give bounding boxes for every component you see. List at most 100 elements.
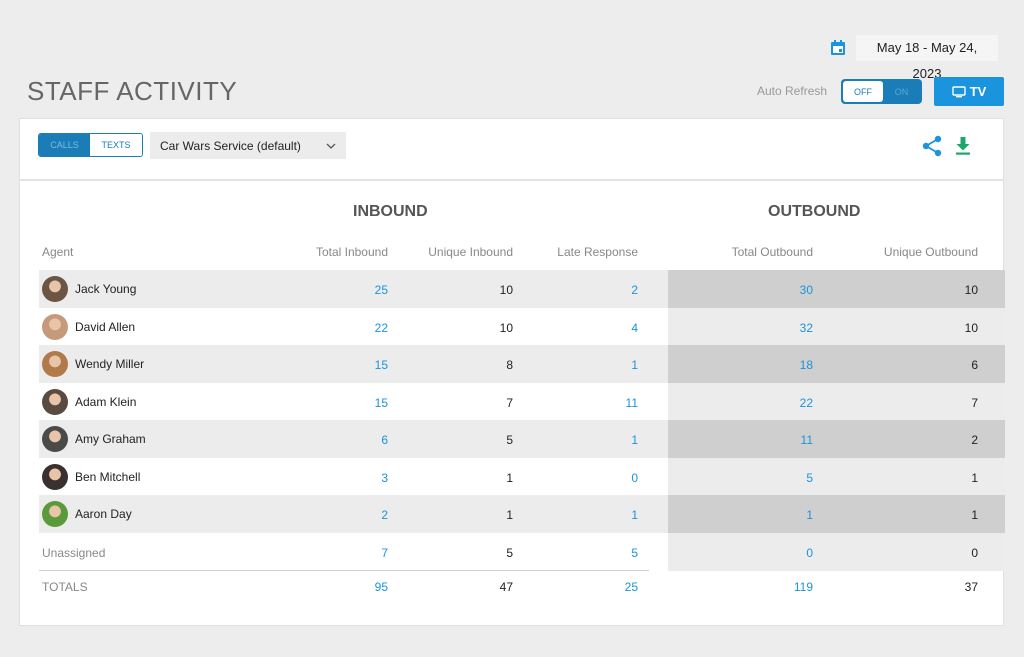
cell-unique-outbound: 6 <box>971 358 978 372</box>
cell-unique-outbound: 10 <box>964 320 978 335</box>
agent-cell: Amy Graham <box>42 426 146 452</box>
avatar <box>42 351 68 377</box>
cell-unique-inbound: 5 <box>506 433 513 447</box>
share-icon[interactable] <box>922 135 942 157</box>
staff-activity-card: CALLS TEXTS Car Wars Service (default) I… <box>19 118 1005 626</box>
agent-cell: Wendy Miller <box>42 351 144 377</box>
table-row[interactable] <box>39 270 1005 308</box>
cell-late-response[interactable]: 1 <box>631 358 638 372</box>
cell-total-inbound[interactable]: 15 <box>374 395 388 410</box>
cell-total-outbound[interactable]: 22 <box>799 395 813 410</box>
agent-cell: Adam Klein <box>42 388 137 415</box>
avatar <box>42 388 68 415</box>
col-unique-outbound[interactable]: Unique Outbound <box>883 245 978 259</box>
avatar <box>42 463 68 490</box>
agent-name: David Allen <box>75 319 136 334</box>
service-select-value: Car Wars Service (default) <box>160 138 301 153</box>
col-total-outbound[interactable]: Total Outbound <box>731 245 813 259</box>
cell-unique-outbound: 7 <box>971 395 978 410</box>
cell-total-inbound[interactable]: 2 <box>381 508 388 522</box>
agent-cell: David Allen <box>42 313 136 340</box>
outbound-shade <box>668 457 1005 496</box>
cell-unique-inbound: 10 <box>499 283 513 297</box>
outbound-shade <box>668 270 1005 308</box>
col-late-response[interactable]: Late Response <box>557 245 638 259</box>
cell-total-inbound[interactable]: 25 <box>374 283 388 297</box>
cell-total-inbound[interactable]: 3 <box>381 470 388 485</box>
table-row[interactable] <box>39 495 1005 533</box>
agent-name: Jack Young <box>75 282 137 296</box>
cell-late-response[interactable]: 1 <box>631 508 638 522</box>
calendar-icon <box>831 40 845 55</box>
cell-unique-outbound: 1 <box>971 508 978 522</box>
cell-total-outbound[interactable]: 5 <box>806 470 813 485</box>
outbound-shade <box>668 307 1005 346</box>
toggle-on[interactable]: ON <box>894 86 909 97</box>
calls-texts-switch[interactable]: CALLS TEXTS <box>38 133 143 157</box>
inbound-header: INBOUND <box>353 203 428 220</box>
agent-cell: Ben Mitchell <box>42 463 141 490</box>
cell-total-outbound[interactable]: 30 <box>799 283 813 297</box>
cell-total-inbound[interactable]: 95 <box>374 580 388 594</box>
auto-refresh-toggle[interactable]: OFF ON <box>841 79 922 104</box>
cell-late-response[interactable]: 4 <box>631 320 638 335</box>
calls-tab[interactable]: CALLS <box>39 134 90 156</box>
col-total-inbound[interactable]: Total Inbound <box>315 245 388 259</box>
page-title: STAFF ACTIVITY <box>27 76 238 106</box>
cell-total-outbound[interactable]: 18 <box>799 358 813 372</box>
outbound-header: OUTBOUND <box>768 203 861 220</box>
cell-total-outbound[interactable]: 32 <box>799 320 813 335</box>
avatar <box>42 313 68 340</box>
totals-label: TOTALS <box>42 580 88 594</box>
chevron-down-icon <box>326 143 336 149</box>
cell-unique-inbound: 47 <box>499 580 513 594</box>
date-range-picker[interactable]: May 18 - May 24, 2023 <box>830 35 998 81</box>
toggle-off[interactable]: OFF <box>843 81 883 102</box>
download-icon[interactable] <box>955 137 971 155</box>
card-toolbar: CALLS TEXTS Car Wars Service (default) <box>20 119 1003 181</box>
date-range-text[interactable]: May 18 - May 24, 2023 <box>856 35 998 81</box>
unassigned-label: Unassigned <box>42 545 106 560</box>
table-row[interactable] <box>39 382 1005 421</box>
unassigned-row[interactable] <box>39 532 1005 571</box>
tv-icon <box>951 85 966 97</box>
totals-divider <box>39 570 649 571</box>
agent-name: Wendy Miller <box>75 357 145 371</box>
cell-late-response[interactable]: 11 <box>625 395 638 410</box>
agent-name: Aaron Day <box>75 507 132 521</box>
cell-total-outbound[interactable]: 11 <box>800 433 813 447</box>
agent-name: Ben Mitchell <box>75 469 141 484</box>
cell-total-inbound[interactable]: 22 <box>374 320 388 335</box>
cell-unique-outbound: 1 <box>971 470 978 485</box>
cell-total-outbound[interactable]: 0 <box>806 545 813 560</box>
cell-unique-outbound: 37 <box>964 580 978 594</box>
agent-name: Adam Klein <box>75 394 137 409</box>
service-select[interactable]: Car Wars Service (default) <box>150 132 346 159</box>
table-row[interactable] <box>39 420 1005 458</box>
cell-unique-inbound: 8 <box>506 358 513 372</box>
outbound-shade <box>668 382 1005 421</box>
cell-total-inbound[interactable]: 15 <box>374 358 388 372</box>
cell-unique-inbound: 1 <box>506 508 513 522</box>
cell-late-response[interactable]: 5 <box>631 545 638 560</box>
table-row[interactable] <box>39 307 1005 346</box>
cell-total-outbound[interactable]: 1 <box>806 508 813 522</box>
cell-late-response[interactable]: 0 <box>631 470 638 485</box>
agent-name: Amy Graham <box>75 432 146 446</box>
cell-unique-outbound: 10 <box>964 283 978 297</box>
table-row[interactable] <box>39 457 1005 496</box>
table-row[interactable] <box>39 345 1005 383</box>
cell-late-response[interactable]: 25 <box>624 580 638 594</box>
cell-total-inbound[interactable]: 6 <box>381 433 388 447</box>
texts-tab[interactable]: TEXTS <box>90 134 142 156</box>
cell-unique-inbound: 10 <box>499 320 513 335</box>
agent-cell: Jack Young <box>42 276 136 302</box>
avatar <box>42 276 68 302</box>
cell-late-response[interactable]: 2 <box>631 283 638 297</box>
cell-total-outbound[interactable]: 119 <box>793 580 813 594</box>
cell-late-response[interactable]: 1 <box>631 433 638 447</box>
col-unique-inbound[interactable]: Unique Inbound <box>428 245 513 259</box>
cell-total-inbound[interactable]: 7 <box>381 545 388 560</box>
tv-button[interactable]: TV <box>934 77 1004 106</box>
col-agent[interactable]: Agent <box>42 245 74 259</box>
